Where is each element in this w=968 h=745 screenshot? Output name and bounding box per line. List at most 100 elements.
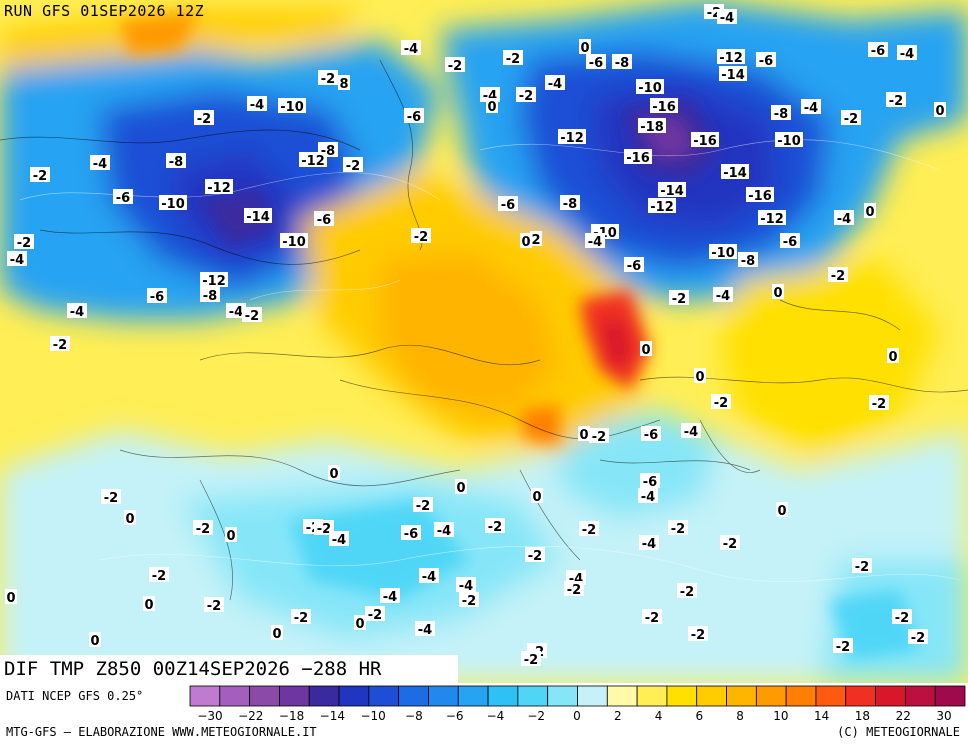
map-label-bg bbox=[564, 581, 584, 596]
map-value-label: -12 bbox=[560, 131, 584, 146]
map-label-bg bbox=[717, 49, 745, 64]
legend-color-box bbox=[547, 685, 578, 707]
map-value-label: 0 bbox=[888, 350, 897, 365]
map-value-label: -6 bbox=[116, 191, 130, 206]
map-label-bg bbox=[521, 651, 541, 666]
map-label-bg bbox=[638, 488, 658, 503]
legend-color-box bbox=[368, 685, 400, 707]
legend-color-box bbox=[815, 685, 847, 707]
legend-color-box bbox=[428, 685, 459, 707]
legend-tick-label: 0 bbox=[573, 709, 581, 723]
map-label-bg bbox=[586, 54, 606, 69]
map-label-bg bbox=[780, 233, 800, 248]
map-value-label: -16 bbox=[693, 134, 717, 149]
map-value-label: 0 bbox=[695, 370, 704, 385]
map-label-bg bbox=[503, 50, 523, 65]
legend-color-box bbox=[279, 685, 310, 707]
legend-color-box bbox=[189, 685, 221, 707]
map-label-bg bbox=[721, 164, 749, 179]
map-value-label: 0 bbox=[532, 490, 541, 505]
map-value-label: -4 bbox=[422, 570, 436, 585]
legend-color-box bbox=[249, 685, 280, 707]
map-value-label: -4 bbox=[229, 305, 243, 320]
map-value-label: -2 bbox=[714, 396, 728, 411]
map-value-labels: -2-4-4-20-6 -8 -12 -6-6 -4-2-2 8-14-4 -10-20-4… bbox=[5, 4, 946, 668]
legend-tick-label: −6 bbox=[446, 709, 464, 723]
legend-tick-label: 8 bbox=[736, 709, 744, 723]
map-label-bg bbox=[30, 167, 50, 182]
map-value-label: -2 bbox=[592, 430, 606, 445]
legend-tick-label: −30 bbox=[197, 709, 222, 723]
map-label-bg bbox=[694, 368, 706, 383]
map-value-label: -2 bbox=[321, 72, 335, 87]
map-label-bg bbox=[271, 625, 283, 640]
map-label-bg bbox=[314, 211, 334, 226]
map-value-label: -2 bbox=[317, 522, 331, 537]
map-label-bg bbox=[579, 521, 599, 536]
legend-color-box bbox=[696, 685, 727, 707]
legend-tick-label: 10 bbox=[773, 709, 788, 723]
map-label-bg bbox=[775, 132, 803, 147]
map-value-label: -14 bbox=[246, 210, 270, 225]
map-label-bg bbox=[299, 152, 327, 167]
map-label-bg bbox=[365, 606, 385, 621]
map-value-label: 0 bbox=[90, 634, 99, 649]
map-value-label: -2 bbox=[414, 230, 428, 245]
map-label-bg bbox=[648, 198, 676, 213]
map-value-label: -6 bbox=[404, 527, 418, 542]
map-value-label: -4 bbox=[720, 11, 734, 26]
map-value-label: -2 bbox=[207, 599, 221, 614]
map-value-label: -2 bbox=[519, 89, 533, 104]
legend-tick-label: −2 bbox=[527, 709, 545, 723]
map-value-label: -12 bbox=[650, 200, 674, 215]
map-label-bg bbox=[585, 233, 605, 248]
map-value-label: -10 bbox=[161, 197, 185, 212]
map-value-label: -2 bbox=[672, 292, 686, 307]
map-value-label: -4 bbox=[837, 212, 851, 227]
map-value-label: 0 bbox=[579, 428, 588, 443]
map-value-label: -2 bbox=[33, 169, 47, 184]
map-value-label: 0 bbox=[272, 627, 281, 642]
map-label-bg bbox=[772, 284, 784, 299]
map-label-bg bbox=[709, 244, 737, 259]
map-value-label: -10 bbox=[282, 235, 306, 250]
map-value-label: 0 bbox=[226, 529, 235, 544]
map-value-label: -12 bbox=[207, 181, 231, 196]
map-label-bg bbox=[834, 210, 854, 225]
legend-color-box bbox=[219, 685, 251, 707]
map-value-label: -2 bbox=[680, 585, 694, 600]
map-label-bg bbox=[329, 531, 349, 546]
map-label-bg bbox=[558, 129, 586, 144]
map-label-bg bbox=[589, 428, 609, 443]
map-value-label: -2 bbox=[895, 611, 909, 626]
map-value-label: -2 bbox=[368, 608, 382, 623]
map-label-bg bbox=[401, 40, 421, 55]
map-value-label: 0 bbox=[773, 286, 782, 301]
map-label-bg bbox=[204, 597, 224, 612]
map-value-label: -2 bbox=[582, 523, 596, 538]
map-value-label: -16 bbox=[626, 151, 650, 166]
map-label-bg bbox=[624, 257, 644, 272]
map-label-bg bbox=[746, 187, 774, 202]
legend-tick-label: −4 bbox=[487, 709, 505, 723]
map-label-bg bbox=[291, 609, 311, 624]
map-label-bg bbox=[776, 502, 788, 517]
map-label-bg bbox=[124, 510, 136, 525]
map-value-label: -6 bbox=[759, 54, 773, 69]
map-label-bg bbox=[636, 79, 664, 94]
map-label-bg bbox=[720, 535, 740, 550]
map-label-bg bbox=[886, 92, 906, 107]
map-label-bg bbox=[578, 426, 590, 441]
map-label-bg bbox=[852, 558, 872, 573]
map-value-label: 0 bbox=[125, 512, 134, 527]
legend-color-box bbox=[904, 685, 936, 707]
legend-color-box bbox=[845, 685, 876, 707]
legend-color-box bbox=[636, 685, 668, 707]
legend-tick-label: −22 bbox=[238, 709, 263, 723]
legend-color-box bbox=[517, 685, 549, 707]
map-value-label: -4 bbox=[459, 579, 473, 594]
map-label-bg bbox=[113, 189, 133, 204]
map-label-bg bbox=[677, 583, 697, 598]
map-label-bg bbox=[67, 303, 87, 318]
legend-color-box bbox=[606, 685, 638, 707]
